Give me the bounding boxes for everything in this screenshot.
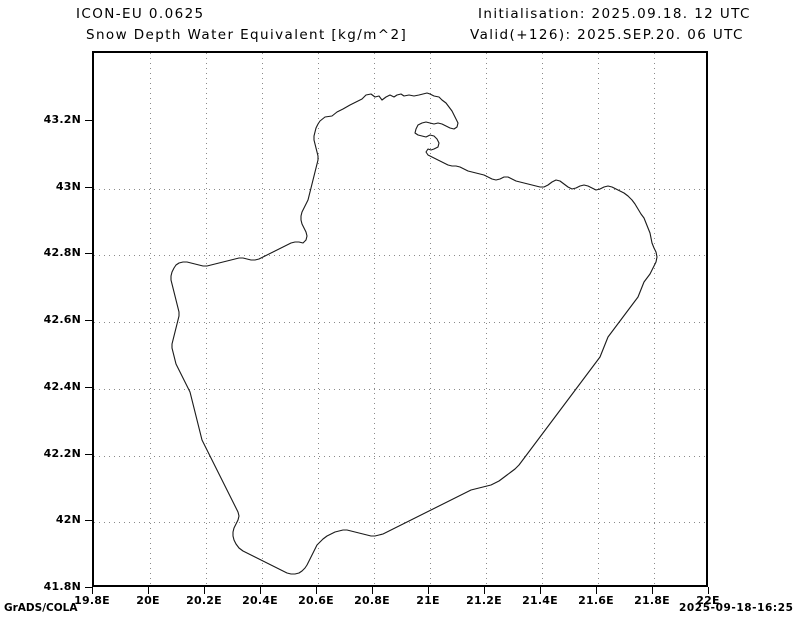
x-tick-label: 21.6E: [578, 594, 614, 607]
x-tick: [92, 587, 93, 594]
x-tick-label: 20.4E: [242, 594, 278, 607]
x-tick-label: 22E: [696, 594, 720, 607]
initialisation-label: Initialisation: 2025.09.18. 12 UTC: [478, 6, 751, 22]
valid-time-label: Valid(+126): 2025.SEP.20. 06 UTC: [470, 27, 744, 43]
y-tick: [85, 120, 92, 121]
gridline-vertical: [318, 53, 319, 585]
gridline-horizontal: [94, 522, 706, 523]
y-tick: [85, 253, 92, 254]
gridline-vertical: [542, 53, 543, 585]
x-tick-label: 19.8E: [74, 594, 110, 607]
gridline-horizontal: [94, 255, 706, 256]
x-tick-label: 21E: [416, 594, 440, 607]
y-tick: [85, 187, 92, 188]
y-tick-label: 42.4N: [43, 380, 81, 393]
model-title: ICON-EU 0.0625: [76, 6, 205, 22]
x-tick-label: 20.8E: [354, 594, 390, 607]
y-tick-label: 43.2N: [43, 113, 81, 126]
y-tick-label: 42.2N: [43, 447, 81, 460]
gridline-vertical: [598, 53, 599, 585]
y-tick: [85, 454, 92, 455]
grads-credit: GrADS/COLA: [4, 602, 78, 614]
y-tick-label: 42N: [55, 513, 81, 526]
gridline-vertical: [374, 53, 375, 585]
y-tick-label: 41.8N: [43, 580, 81, 593]
y-tick: [85, 320, 92, 321]
x-tick-label: 20.6E: [298, 594, 334, 607]
map-plot-area: [94, 53, 706, 585]
y-tick-label: 42.6N: [43, 313, 81, 326]
x-tick: [204, 587, 205, 594]
x-tick-label: 21.8E: [634, 594, 670, 607]
x-tick-label: 20.2E: [186, 594, 222, 607]
gridline-vertical: [654, 53, 655, 585]
x-tick: [652, 587, 653, 594]
x-tick: [596, 587, 597, 594]
y-tick-label: 43N: [55, 180, 81, 193]
gridline-horizontal: [94, 189, 706, 190]
x-tick-label: 20E: [136, 594, 160, 607]
map-plot-frame: [92, 51, 708, 587]
kosovo-border-outline: [170, 92, 658, 575]
gridline-vertical: [206, 53, 207, 585]
y-tick: [85, 587, 92, 588]
x-tick: [316, 587, 317, 594]
x-tick: [260, 587, 261, 594]
render-timestamp: 2025-09-18-16:25: [679, 602, 794, 614]
y-tick-label: 42.8N: [43, 246, 81, 259]
gridline-vertical: [150, 53, 151, 585]
gridline-vertical: [430, 53, 431, 585]
gridline-horizontal: [94, 322, 706, 323]
y-tick: [85, 520, 92, 521]
x-tick: [708, 587, 709, 594]
gridline-horizontal: [94, 456, 706, 457]
x-tick-label: 21.4E: [522, 594, 558, 607]
x-tick-label: 21.2E: [466, 594, 502, 607]
gridline-vertical: [486, 53, 487, 585]
x-tick: [540, 587, 541, 594]
x-tick: [148, 587, 149, 594]
gridline-vertical: [262, 53, 263, 585]
field-title: Snow Depth Water Equivalent [kg/m^2]: [86, 27, 408, 43]
gridline-horizontal: [94, 389, 706, 390]
y-tick: [85, 387, 92, 388]
x-tick: [372, 587, 373, 594]
x-tick: [428, 587, 429, 594]
x-tick: [484, 587, 485, 594]
